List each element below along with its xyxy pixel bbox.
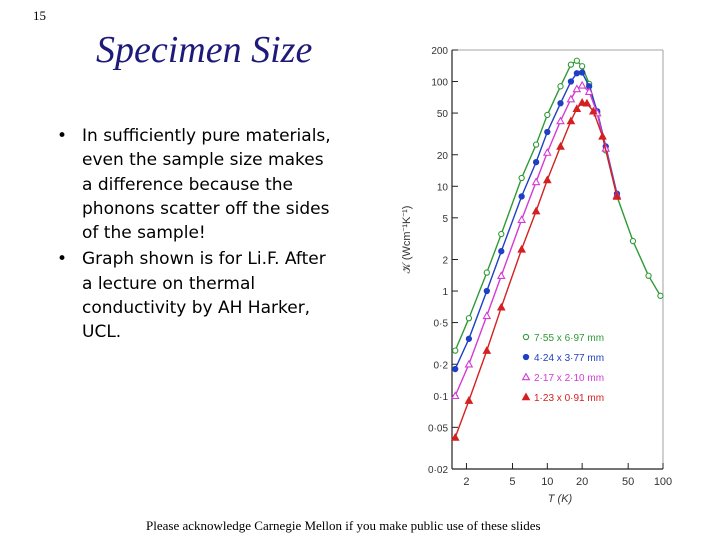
- y-tick-label: 100: [431, 78, 448, 89]
- legend-marker-3: [521, 372, 531, 381]
- bullet-text: In sufficiently pure materials, even the…: [82, 126, 331, 244]
- footer-note: Please acknowledge Carnegie Mellon if yo…: [146, 518, 541, 533]
- data-point-series-1: [567, 61, 575, 68]
- bullet-text: Graph shown is for Li.F. After a lecture…: [82, 249, 326, 343]
- y-tick-label: 0·02: [428, 465, 448, 476]
- legend-marker-2: [522, 353, 530, 361]
- data-point-series-4: [577, 98, 587, 106]
- data-point-series-1: [465, 315, 473, 322]
- data-point-series-1: [452, 347, 459, 354]
- data-point-series-1: [573, 57, 580, 64]
- data-point-series-4: [496, 302, 506, 311]
- data-point-series-1: [544, 111, 551, 119]
- y-tick-label: 50: [437, 109, 449, 120]
- x-tick-label: 10: [541, 476, 553, 488]
- data-point-series-3: [517, 215, 526, 223]
- y-tick-label: 10: [437, 182, 449, 193]
- data-point-series-3: [584, 87, 594, 95]
- data-point-series-2: [465, 335, 473, 342]
- data-point-series-2: [544, 128, 551, 136]
- data-point-series-4: [517, 244, 526, 253]
- data-point-series-4: [582, 98, 592, 107]
- bullet-dot-icon: •: [57, 126, 68, 146]
- y-tick-label: 5: [442, 214, 448, 225]
- data-point-series-3: [464, 359, 474, 368]
- data-point-series-1: [645, 272, 652, 279]
- data-point-series-4: [612, 191, 622, 200]
- data-point-series-2: [452, 365, 459, 373]
- legend-label: 4·24 x 3·77 mm: [534, 353, 604, 364]
- x-tick-label: 50: [622, 476, 634, 488]
- x-tick-label: 2: [463, 476, 469, 488]
- legend-marker-4: [521, 392, 531, 401]
- legend-label: 1·23 x 0·91 mm: [534, 393, 604, 404]
- data-point-series-3: [556, 116, 565, 125]
- data-point-series-2: [573, 70, 580, 77]
- x-tick-label: 5: [509, 476, 515, 488]
- x-tick-label: 20: [576, 476, 588, 488]
- data-point-series-1: [557, 83, 564, 90]
- data-point-series-3: [450, 391, 460, 400]
- bullet-list: • In sufficiently pure materials, even t…: [57, 124, 339, 345]
- y-tick-label: 1: [442, 287, 448, 298]
- data-point-series-3: [542, 147, 552, 156]
- y-tick-label: 0·05: [428, 423, 448, 434]
- x-tick-label: 100: [654, 476, 672, 488]
- x-axis-label: T (K): [548, 493, 573, 505]
- data-point-series-4: [542, 175, 552, 184]
- data-point-series-4: [556, 141, 565, 150]
- legend-marker-1: [522, 333, 530, 341]
- data-point-series-2: [498, 248, 505, 255]
- series-line-4: [454, 101, 618, 438]
- data-point-series-4: [589, 106, 598, 115]
- data-point-series-1: [518, 174, 525, 182]
- legend-label: 7·55 x 6·97 mm: [534, 333, 604, 344]
- data-point-series-4: [482, 346, 492, 354]
- data-point-series-2: [557, 100, 564, 107]
- y-axis-label: 𝒦 (Wcm⁻¹K⁻¹): [401, 206, 413, 274]
- bullet-item: • In sufficiently pure materials, even t…: [57, 124, 339, 245]
- slide-title: Specimen Size: [96, 29, 313, 71]
- series-line-2: [454, 71, 618, 370]
- bullet-dot-icon: •: [57, 249, 68, 270]
- thermal-conductivity-chart: 0·02 0·05 0·1 0·2 0·5 1 2 5 10 20 50 100 200 2 5 10 20 50…: [401, 46, 672, 505]
- data-point-series-1: [532, 141, 540, 148]
- data-point-series-4: [531, 206, 541, 215]
- data-point-series-3: [577, 80, 587, 89]
- y-tick-label: 2: [442, 256, 448, 267]
- y-tick-label: 20: [437, 151, 449, 162]
- data-point-series-4: [598, 131, 607, 140]
- data-point-series-3: [566, 94, 576, 103]
- data-point-series-2: [483, 287, 490, 295]
- data-point-series-2: [518, 193, 525, 200]
- series-line-1: [454, 59, 662, 351]
- data-point-series-4: [572, 104, 582, 112]
- data-point-series-2: [578, 69, 586, 76]
- data-point-series-4: [450, 432, 460, 441]
- y-tick-label: 0·2: [434, 360, 449, 371]
- data-point-series-1: [657, 292, 664, 299]
- data-point-series-1: [483, 269, 490, 276]
- legend-label: 2·17 x 2·10 mm: [534, 373, 604, 384]
- data-point-series-4: [566, 116, 576, 125]
- series-line-3: [454, 84, 618, 397]
- data-point-series-2: [532, 158, 540, 166]
- data-point-series-2: [567, 78, 575, 85]
- data-point-series-1: [498, 230, 505, 238]
- data-point-series-3: [482, 311, 492, 320]
- data-point-series-3: [531, 177, 541, 186]
- data-point-series-1: [629, 237, 637, 245]
- slide-number: 15: [33, 8, 46, 23]
- y-tick-label: 200: [431, 46, 448, 57]
- y-tick-label: 0·1: [434, 392, 449, 403]
- data-point-series-3: [496, 271, 506, 279]
- data-point-series-4: [464, 396, 474, 404]
- y-tick-label: 0·5: [434, 319, 449, 330]
- data-point-series-1: [578, 63, 586, 70]
- bullet-item: • Graph shown is for Li.F. After a lectu…: [57, 247, 339, 344]
